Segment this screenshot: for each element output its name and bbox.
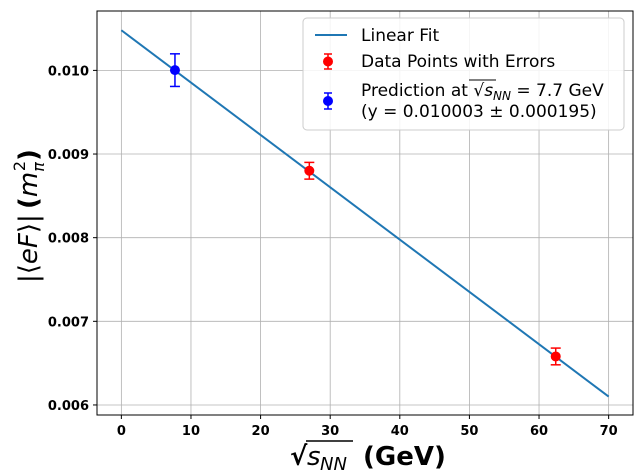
x-tick-label: 50 <box>460 424 478 439</box>
data-marker <box>550 351 561 362</box>
legend-label-linear-fit: Linear Fit <box>361 26 440 46</box>
legend-label-prediction-nn: NN <box>493 89 511 103</box>
plot-series <box>120 29 610 398</box>
legend-label-prediction-s: s <box>484 81 493 101</box>
y-tick-label: 0.006 <box>48 399 89 414</box>
y-tick-label: 0.007 <box>48 315 89 330</box>
axis-ticks: 0 10 20 30 40 50 60 70 0.006 0.007 0.008 0.009 0.010 <box>48 64 618 439</box>
data-marker <box>304 165 315 176</box>
data-point <box>550 347 561 366</box>
x-axis-label-unit: (GeV) <box>363 442 446 470</box>
y-axis-label-main: |⟨eF⟩| <box>14 214 44 283</box>
x-axis-label: √ s NN (GeV) <box>290 440 446 470</box>
legend-red-marker-icon <box>323 56 333 67</box>
legend-label-data-points: Data Points with Errors <box>361 52 555 72</box>
x-tick-label: 20 <box>252 424 270 439</box>
x-axis-label-sqrt: √ <box>290 442 308 470</box>
legend-blue-marker-icon <box>323 96 333 106</box>
prediction-point <box>169 53 180 88</box>
x-tick-label: 10 <box>182 424 200 439</box>
x-tick-label: 60 <box>530 424 548 439</box>
x-tick-label: 70 <box>600 424 618 439</box>
legend-label-prediction-suffix: = 7.7 GeV <box>511 81 604 101</box>
y-tick-label: 0.010 <box>48 64 89 79</box>
plot-frame <box>96 10 634 416</box>
x-tick-label: 0 <box>117 424 126 439</box>
x-tick-label: 30 <box>321 424 339 439</box>
x-axis-label-nn: NN <box>320 454 347 470</box>
legend-label-prediction-sqrt: √ <box>473 81 484 101</box>
legend-label-prediction-prefix: Prediction at <box>361 81 473 101</box>
legend-label-prediction: Prediction at √sNN = 7.7 GeV <box>361 81 604 103</box>
legend-label-prediction-value: (y = 0.010003 ± 0.000195) <box>361 102 597 122</box>
y-tick-label: 0.008 <box>48 232 89 247</box>
y-axis-label: |⟨eF⟩| (mπ2) <box>10 149 48 283</box>
x-tick-label: 40 <box>391 424 409 439</box>
y-tick-label: 0.009 <box>48 148 89 163</box>
data-point <box>304 161 315 180</box>
x-axis-label-s: s <box>307 442 321 470</box>
legend: Linear Fit Data Points with Errors Predi… <box>302 17 625 131</box>
legend-box <box>302 17 625 131</box>
data-marker <box>169 65 180 76</box>
linear-fit-line <box>120 29 610 398</box>
y-axis-label-unit: (mπ2) <box>10 149 48 209</box>
